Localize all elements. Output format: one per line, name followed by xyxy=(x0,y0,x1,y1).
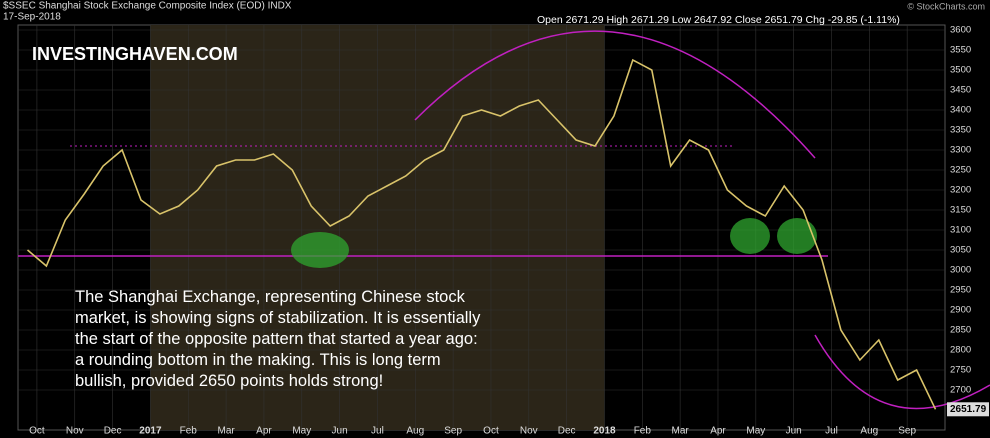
x-tick-label: May xyxy=(746,426,765,437)
y-tick-label: 2950 xyxy=(950,285,971,296)
watermark: INVESTINGHAVEN.COM xyxy=(32,44,238,64)
x-tick-label: Dec xyxy=(558,426,576,437)
annotation-line: the start of the opposite pattern that s… xyxy=(75,330,478,348)
last-value-box xyxy=(947,402,989,417)
x-tick-label: Sep xyxy=(444,426,462,437)
x-tick-label: May xyxy=(292,426,311,437)
x-tick-label: Feb xyxy=(634,426,652,437)
y-tick-label: 3000 xyxy=(950,265,971,276)
annotation: The Shanghai Exchange, representing Chin… xyxy=(75,287,480,392)
y-tick-label: 2850 xyxy=(950,325,971,336)
x-tick-label: Apr xyxy=(710,426,726,437)
x-tick-label: Dec xyxy=(104,426,122,437)
x-tick-label: Feb xyxy=(180,426,198,437)
x-tick-label: Sep xyxy=(898,426,916,437)
y-tick-label: 3450 xyxy=(950,85,971,96)
y-tick-label: 3400 xyxy=(950,105,971,116)
quote: Open 2671.29 High 2671.29 Low 2647.92 Cl… xyxy=(537,14,900,26)
credit: © StockCharts.com xyxy=(907,1,985,11)
y-tick-label: 2700 xyxy=(950,385,971,396)
x-tick-label: Oct xyxy=(29,426,45,437)
price-line xyxy=(26,58,937,410)
annotation-line: The Shanghai Exchange, representing Chin… xyxy=(75,288,465,306)
y-tick-label: 3500 xyxy=(950,65,971,76)
y-tick-label: 3300 xyxy=(950,145,971,156)
x-tick-label: Nov xyxy=(520,426,538,437)
x-tick-label: Nov xyxy=(66,426,84,437)
x-tick-label: Aug xyxy=(406,426,424,437)
annotation-line: market, is showing signs of stabilizatio… xyxy=(75,309,481,327)
y-tick-label: 3050 xyxy=(950,245,971,256)
x-tick-label: Jun xyxy=(786,426,802,437)
x-tick-label: Mar xyxy=(217,426,235,437)
highlight xyxy=(291,232,349,268)
y-tick-label: 2900 xyxy=(950,305,971,316)
x-tick-label: 2017 xyxy=(139,426,162,437)
x-tick-label: Apr xyxy=(256,426,272,437)
y-tick-label: 2800 xyxy=(950,345,971,356)
y-tick-label: 3150 xyxy=(950,205,971,216)
x-tick-label: Oct xyxy=(483,426,499,437)
annotation-line: a rounding bottom in the making. This is… xyxy=(75,351,441,369)
chart-date: 17-Sep-2018 xyxy=(3,12,61,23)
y-tick-label: 3250 xyxy=(950,165,971,176)
x-tick-label: Aug xyxy=(860,426,878,437)
y-tick-label: 2750 xyxy=(950,365,971,376)
x-tick-label: Jul xyxy=(371,426,384,437)
annotation-line: bullish, provided 2650 points holds stro… xyxy=(75,372,384,390)
y-tick-label: 3200 xyxy=(950,185,971,196)
arc xyxy=(814,334,990,410)
last-value: 2651.79 xyxy=(950,404,987,415)
y-tick-label: 3550 xyxy=(950,45,971,56)
chart-title: $SSEC Shanghai Stock Exchange Composite … xyxy=(3,1,292,12)
highlight xyxy=(777,218,817,254)
x-tick-label: Mar xyxy=(672,426,690,437)
y-tick-label: 3100 xyxy=(950,225,971,236)
y-tick-label: 3600 xyxy=(950,25,971,36)
x-tick-label: 2018 xyxy=(593,426,616,437)
x-tick-label: Jun xyxy=(332,426,348,437)
y-tick-label: 3350 xyxy=(950,125,971,136)
highlight xyxy=(730,218,770,254)
arc xyxy=(414,30,816,159)
x-tick-label: Jul xyxy=(825,426,838,437)
